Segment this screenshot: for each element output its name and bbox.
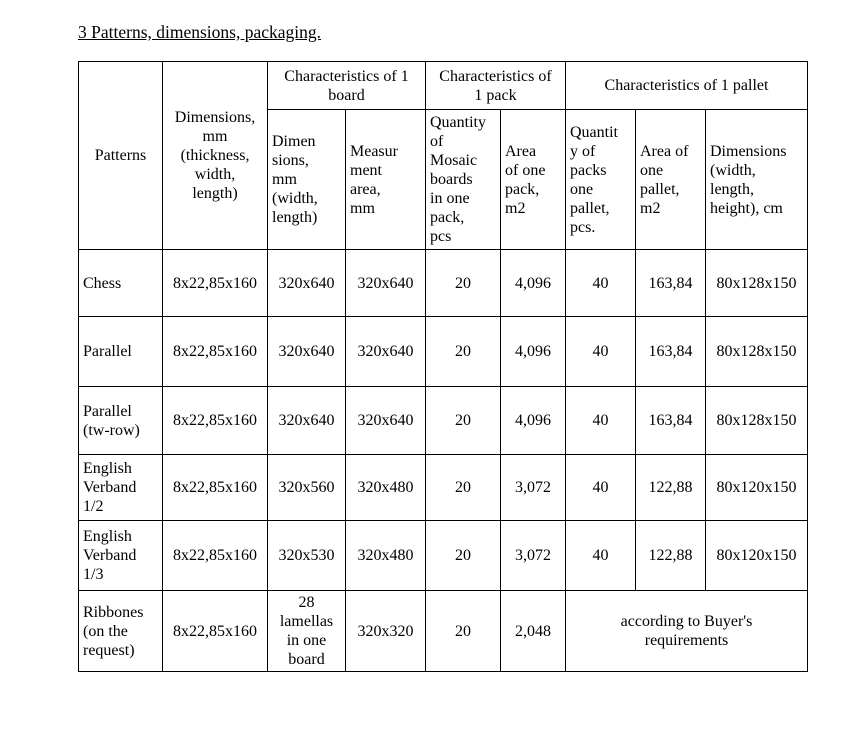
cell-pallet-dimensions: 80x128x150 — [704, 249, 809, 317]
cell-measurement-area: 320x640 — [345, 249, 426, 317]
cell-pattern: Chess — [78, 249, 163, 317]
cell-pallet-dimensions: 80x128x150 — [704, 386, 809, 455]
cell-measurement-area: 320x640 — [345, 386, 426, 455]
header-row-groups: Patterns Dimensions, mm (thickness, widt… — [78, 61, 809, 250]
col-header-pallet-dimensions: Dimensions (width, length, height), cm — [704, 109, 809, 250]
header-row-columns: Dimen sions, mm (width, length) Measur m… — [79, 109, 809, 250]
cell-dimensions: 8x22,85x160 — [162, 249, 268, 317]
cell-pallet-area: 122,88 — [635, 454, 706, 521]
cell-board-dimensions: 28 lamellas in one board — [267, 590, 346, 672]
cell-measurement-area: 320x480 — [345, 454, 426, 521]
cell-board-dimensions: 320x640 — [267, 249, 346, 317]
col-header-dimensions: Dimensions, mm (thickness, width, length… — [162, 61, 268, 250]
cell-dimensions: 8x22,85x160 — [162, 454, 268, 521]
cell-pack-quantity: 20 — [425, 316, 501, 387]
cell-pattern: Parallel (tw-row) — [78, 386, 163, 455]
cell-pallet-quantity: 40 — [565, 454, 636, 521]
cell-pack-area: 3,072 — [500, 454, 566, 521]
table-row-chess: Chess 8x22,85x160 320x640 320x640 20 4,0… — [78, 249, 809, 317]
col-header-measurement-area: Measur ment area, mm — [345, 109, 426, 250]
cell-pack-quantity: 20 — [425, 249, 501, 317]
cell-pattern: English Verband 1/2 — [78, 454, 163, 521]
group-header-board: Characteristics of 1 board — [267, 61, 426, 110]
group-header-pack: Characteristics of 1 pack — [425, 61, 566, 110]
cell-pattern: English Verband 1/3 — [78, 520, 163, 591]
cell-pack-quantity: 20 — [425, 454, 501, 521]
table-row-english-verband-1-2: English Verband 1/2 8x22,85x160 320x560 … — [78, 454, 809, 521]
cell-board-dimensions: 320x640 — [267, 386, 346, 455]
cell-board-dimensions: 320x640 — [267, 316, 346, 387]
cell-pack-quantity: 20 — [425, 590, 501, 672]
document-title: 3 Patterns, dimensions, packaging. — [78, 22, 322, 42]
patterns-table: Patterns Dimensions, mm (thickness, widt… — [78, 61, 809, 672]
cell-pallet-area: 163,84 — [635, 249, 706, 317]
col-header-pack-quantity: Quantity of Mosaic boards in one pack, p… — [425, 109, 501, 250]
cell-pallet-dimensions: 80x120x150 — [704, 520, 809, 591]
cell-pallet-dimensions: 80x128x150 — [704, 316, 809, 387]
cell-dimensions: 8x22,85x160 — [162, 316, 268, 387]
cell-measurement-area: 320x640 — [345, 316, 426, 387]
cell-measurement-area: 320x320 — [345, 590, 426, 672]
col-header-pallet-quantity: Quantit y of packs one pallet, pcs. — [565, 109, 636, 250]
cell-pallet-area: 163,84 — [635, 386, 706, 455]
cell-pallet-quantity: 40 — [565, 249, 636, 317]
cell-pallet-area: 163,84 — [635, 316, 706, 387]
cell-pack-area: 3,072 — [500, 520, 566, 591]
col-header-pallet-area: Area of one pallet, m2 — [635, 109, 706, 250]
cell-dimensions: 8x22,85x160 — [162, 520, 268, 591]
col-header-patterns: Patterns — [78, 61, 163, 250]
cell-measurement-area: 320x480 — [345, 520, 426, 591]
cell-pattern: Parallel — [78, 316, 163, 387]
cell-board-dimensions: 320x530 — [267, 520, 346, 591]
cell-pack-area: 4,096 — [500, 386, 566, 455]
cell-pack-area: 4,096 — [500, 316, 566, 387]
cell-dimensions: 8x22,85x160 — [162, 386, 268, 455]
cell-pallet-area: 122,88 — [635, 520, 706, 591]
cell-pack-quantity: 20 — [425, 520, 501, 591]
cell-pattern: Ribbones (on the request) — [78, 590, 163, 672]
cell-pallet-quantity: 40 — [565, 316, 636, 387]
cell-pallet-quantity: 40 — [565, 520, 636, 591]
cell-pallet-note: according to Buyer's requirements — [564, 590, 809, 672]
cell-pallet-dimensions: 80x120x150 — [704, 454, 809, 521]
group-header-pallet: Characteristics of 1 pallet — [564, 61, 809, 110]
table-row-parallel-tw-row: Parallel (tw-row) 8x22,85x160 320x640 32… — [78, 386, 809, 455]
cell-dimensions: 8x22,85x160 — [162, 590, 268, 672]
table-row-ribbones: Ribbones (on the request) 8x22,85x160 28… — [78, 590, 809, 672]
cell-pack-quantity: 20 — [425, 386, 501, 455]
cell-pack-area: 4,096 — [500, 249, 566, 317]
table-row-english-verband-1-3: English Verband 1/3 8x22,85x160 320x530 … — [78, 520, 809, 591]
cell-pack-area: 2,048 — [500, 590, 566, 672]
cell-pallet-quantity: 40 — [565, 386, 636, 455]
cell-board-dimensions: 320x560 — [267, 454, 346, 521]
table-row-parallel: Parallel 8x22,85x160 320x640 320x640 20 … — [78, 316, 809, 387]
col-header-board-dimensions: Dimen sions, mm (width, length) — [267, 109, 346, 250]
col-header-pack-area: Area of one pack, m2 — [500, 109, 566, 250]
